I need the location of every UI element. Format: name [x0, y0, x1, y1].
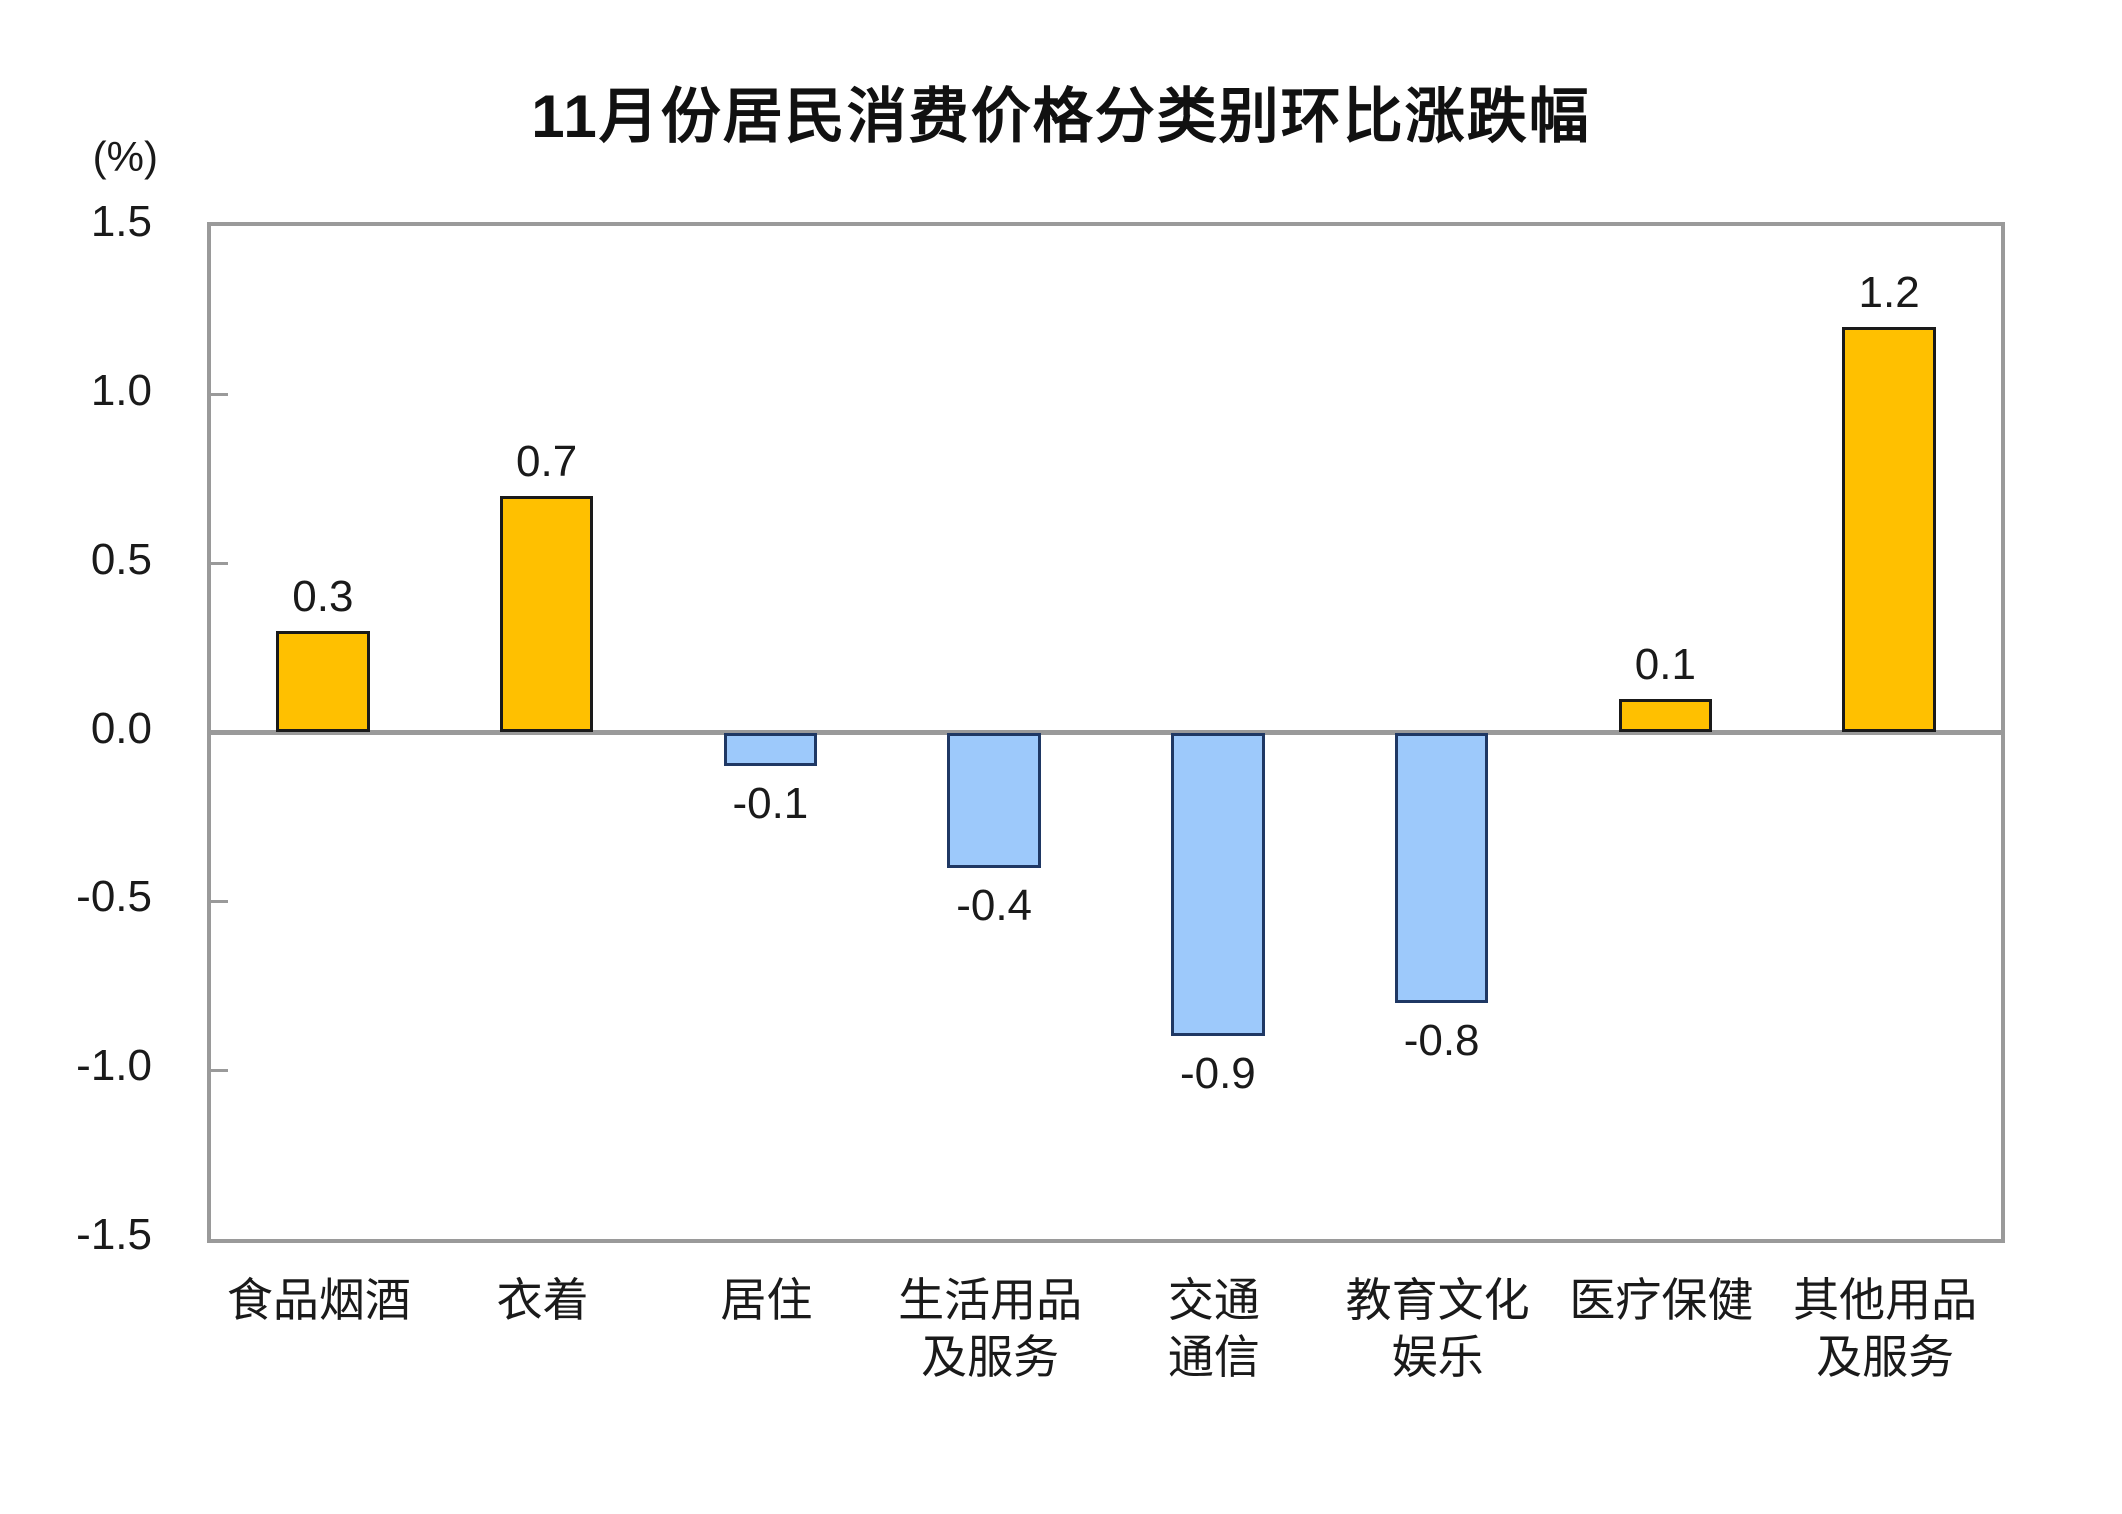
y-tick-mark	[211, 562, 228, 566]
bar-negative	[1394, 732, 1489, 1003]
bar-value-label: -0.1	[732, 779, 809, 829]
bar-negative	[723, 732, 818, 767]
category-label: 交通 通信	[1167, 1274, 1260, 1383]
y-tick-mark	[211, 899, 228, 903]
category-label: 教育文化 娱乐	[1345, 1274, 1530, 1383]
x-axis-category-labels: 食品烟酒 衣着 居住 生活用品 及服务 交通 通信 教育文化 娱乐 医疗保健 其他用品 及服务	[207, 1272, 2005, 1492]
y-tick-label: 0.5	[90, 534, 152, 584]
zero-axis-line	[211, 730, 2001, 735]
bar-negative	[1171, 732, 1265, 1037]
bar-value-label: -0.4	[956, 880, 1033, 930]
y-tick-label: -1.5	[76, 1210, 152, 1259]
y-tick-mark	[211, 1068, 228, 1072]
bar-positive	[499, 496, 594, 733]
category-label: 生活用品 及服务	[898, 1274, 1083, 1383]
chart-title: 11月份居民消费价格分类别环比涨跌幅	[531, 83, 1591, 150]
bar-positive	[1618, 698, 1713, 733]
bar-value-label: -0.8	[1403, 1015, 1480, 1065]
y-axis-unit-label: (%)	[92, 133, 158, 180]
bar-value-label: 0.3	[292, 572, 354, 622]
bar-value-label: 0.1	[1634, 639, 1696, 689]
y-tick-label: -0.5	[76, 872, 152, 922]
y-tick-label: 1.5	[90, 197, 152, 246]
bar-positive	[276, 631, 370, 733]
category-label: 居住	[720, 1274, 813, 1326]
y-tick-mark	[211, 393, 228, 397]
y-tick-label: 0.0	[90, 703, 152, 753]
bar-value-label: 0.7	[516, 437, 578, 487]
bar-positive	[1842, 327, 1936, 733]
category-label: 衣着	[496, 1274, 589, 1326]
bar-negative	[947, 732, 1041, 868]
bar-value-label: -0.9	[1179, 1049, 1256, 1099]
category-label: 医疗保健	[1569, 1274, 1754, 1326]
y-tick-label: 1.0	[90, 365, 152, 415]
category-label: 食品烟酒	[226, 1274, 411, 1326]
plot-area: 0.3 0.7 -0.1 -0.4 -0.9 -0.8 0.1 1.2	[207, 222, 2005, 1243]
bar-value-label: 1.2	[1858, 268, 1920, 318]
y-axis-tick-labels: 1.5 1.0 0.5 0.0 -0.5 -1.0 -1.5	[0, 197, 152, 1259]
y-tick-label: -1.0	[76, 1041, 152, 1091]
category-label: 其他用品 及服务	[1793, 1274, 1978, 1383]
